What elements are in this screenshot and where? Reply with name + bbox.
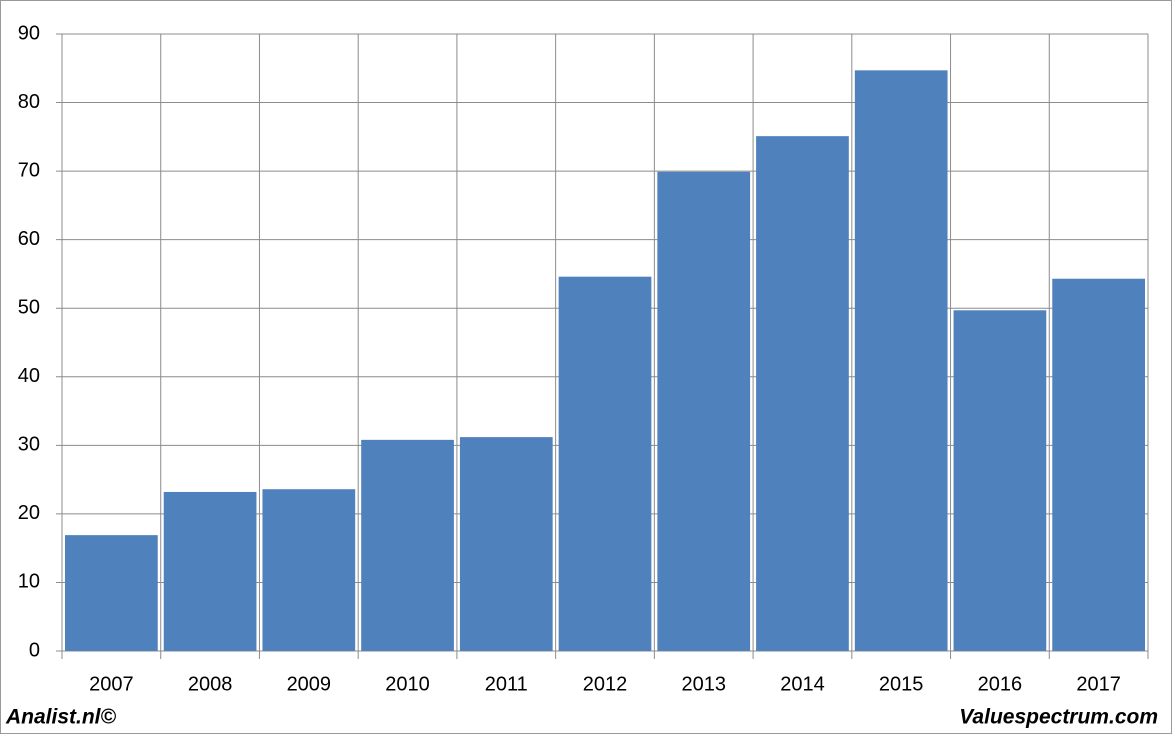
y-tick-label: 20 — [18, 502, 40, 524]
bar — [459, 437, 553, 651]
footer-left: Analist.nl© — [5, 706, 117, 729]
bar — [854, 70, 948, 651]
x-tick-label: 2011 — [485, 673, 528, 695]
x-tick-label: 2007 — [89, 673, 134, 695]
bar — [262, 489, 356, 651]
bar — [558, 276, 652, 651]
footer-right: Valuespectrum.com — [959, 706, 1158, 729]
y-tick-label: 0 — [29, 639, 40, 661]
x-tick-label: 2012 — [583, 673, 628, 695]
bar — [756, 136, 849, 652]
bar — [657, 171, 751, 651]
x-tick-label: 2014 — [780, 673, 825, 695]
x-tick-label: 2008 — [188, 673, 233, 695]
bar — [1052, 278, 1145, 651]
y-tick-label: 40 — [18, 365, 40, 387]
x-tick-label: 2009 — [287, 673, 332, 695]
y-tick-label: 90 — [18, 22, 40, 44]
y-tick-label: 70 — [18, 159, 40, 181]
y-tick-label: 50 — [18, 297, 40, 319]
x-tick-label: 2015 — [879, 673, 924, 695]
x-tick-label: 2010 — [385, 673, 430, 695]
y-tick-label: 80 — [18, 91, 40, 113]
bar — [361, 439, 454, 651]
bar — [163, 491, 257, 651]
y-tick-label: 10 — [18, 571, 40, 593]
x-tick-label: 2017 — [1076, 673, 1121, 695]
bar — [953, 310, 1047, 651]
x-tick-label: 2016 — [978, 673, 1023, 695]
bar — [65, 535, 158, 651]
y-tick-label: 30 — [18, 434, 40, 456]
y-tick-label: 60 — [18, 228, 40, 250]
x-tick-label: 2013 — [681, 673, 726, 695]
